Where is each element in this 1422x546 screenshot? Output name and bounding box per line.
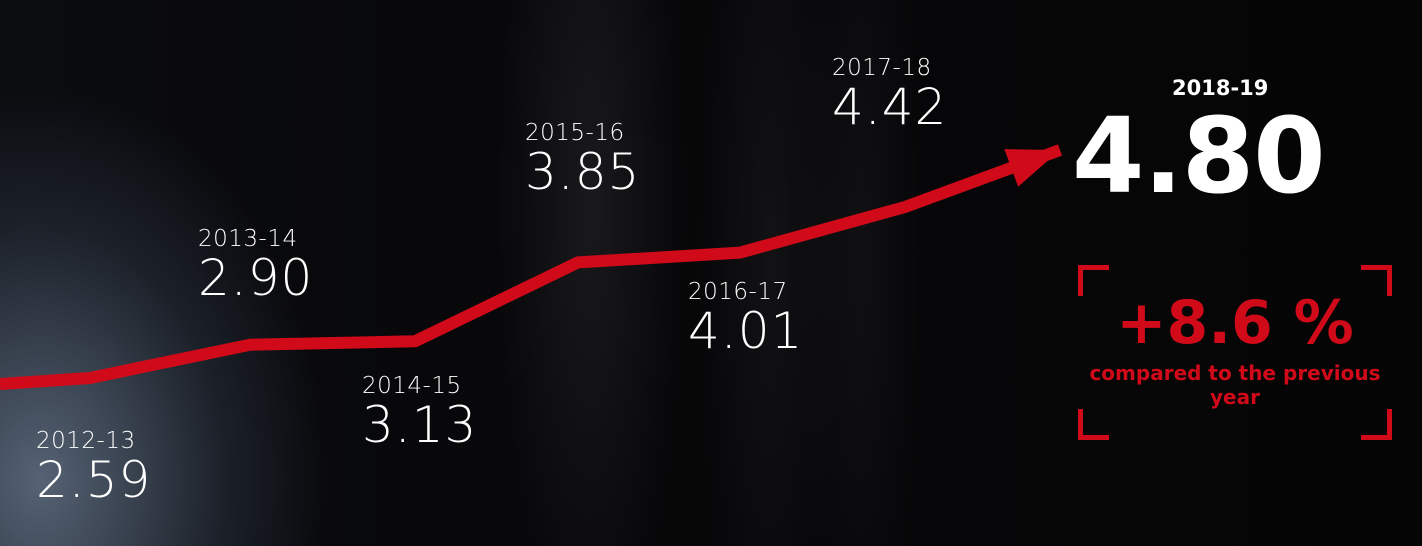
period-label: 2016-17 bbox=[688, 279, 788, 305]
trend-line bbox=[0, 144, 1063, 390]
value-label: 2.90 bbox=[198, 249, 314, 307]
bracket-corner-bottom-left bbox=[1078, 409, 1109, 440]
period-label: 2017-18 bbox=[832, 55, 932, 81]
change-note: compared to the previous year bbox=[1089, 361, 1381, 409]
period-label: 2015-16 bbox=[525, 120, 625, 146]
value-label: 4.01 bbox=[688, 302, 804, 360]
value-label: 3.13 bbox=[362, 396, 478, 454]
period-label: 2013-14 bbox=[198, 226, 298, 252]
period-label: 2014-15 bbox=[362, 373, 462, 399]
data-label-2013-14: 2013-14 2.90 bbox=[198, 226, 314, 307]
trend-line-layer bbox=[0, 144, 1063, 390]
change-percentage: +8.6 % bbox=[1116, 288, 1354, 358]
data-label-2017-18: 2017-18 4.42 bbox=[832, 55, 948, 136]
period-label: 2012-13 bbox=[36, 428, 136, 454]
highlight-period: 2018-19 bbox=[1172, 76, 1269, 100]
bracket-corner-top-left bbox=[1078, 265, 1109, 296]
data-label-2016-17: 2016-17 4.01 bbox=[688, 279, 804, 360]
highlight-value: 2018-19 4.80 bbox=[1072, 76, 1326, 217]
value-label: 4.42 bbox=[832, 78, 948, 136]
bracket-corner-top-right bbox=[1361, 265, 1392, 296]
data-label-2014-15: 2014-15 3.13 bbox=[362, 373, 478, 454]
change-callout: +8.6 % compared to the previous year bbox=[1078, 265, 1392, 440]
bracket-corner-bottom-right bbox=[1361, 409, 1392, 440]
highlight-value-number: 4.80 bbox=[1072, 95, 1326, 217]
value-label: 3.85 bbox=[525, 143, 641, 201]
data-label-2015-16: 2015-16 3.85 bbox=[525, 120, 641, 201]
data-label-2012-13: 2012-13 2.59 bbox=[36, 428, 152, 509]
value-label: 2.59 bbox=[36, 451, 152, 509]
